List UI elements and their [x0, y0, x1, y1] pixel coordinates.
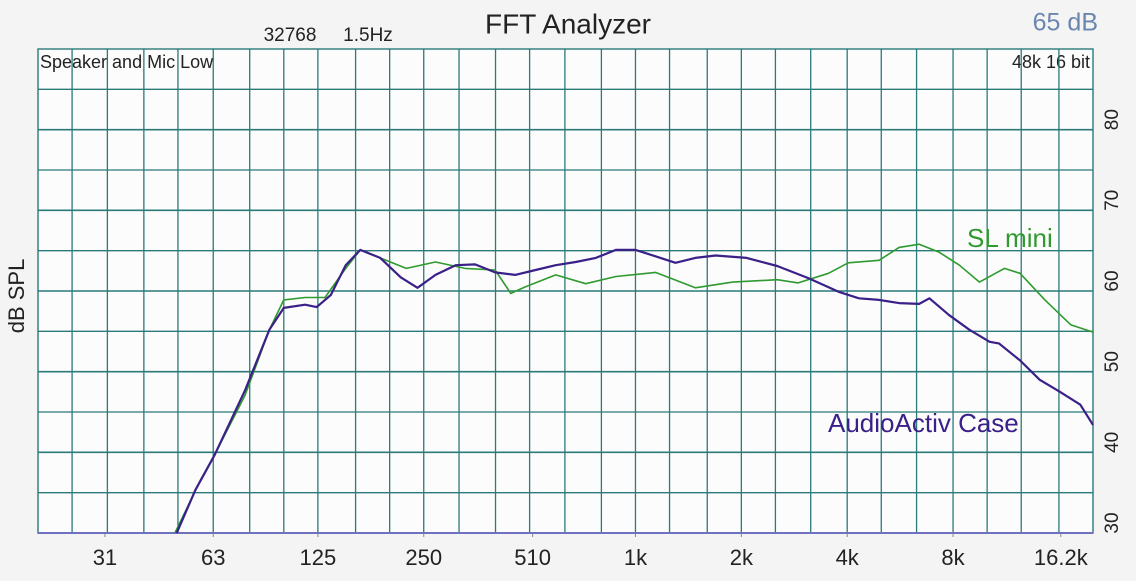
fft-size: 32768 [264, 25, 317, 46]
x-tick-label: 8k [941, 545, 965, 570]
x-tick-label: 31 [93, 545, 117, 570]
y-axis-label: dB SPL [4, 259, 29, 334]
series-line [175, 248, 1094, 534]
x-tick-label: 63 [201, 545, 225, 570]
series-label: SL mini [967, 223, 1053, 253]
y-tick-label: 30 [1102, 512, 1123, 533]
x-tick-label: 510 [514, 545, 551, 570]
resolution: 1.5Hz [343, 25, 393, 46]
y-tick-label: 50 [1102, 351, 1123, 372]
y-tick-label: 80 [1102, 109, 1123, 130]
format: 48k 16 bit [1012, 52, 1090, 72]
x-tick-label: 16.2k [1034, 545, 1089, 570]
y-tick-label: 70 [1102, 190, 1123, 211]
x-tick-label: 250 [405, 545, 442, 570]
x-tick-label: 125 [300, 545, 337, 570]
x-tick-label: 4k [836, 545, 860, 570]
x-tick-label: 2k [730, 545, 754, 570]
y-tick-label: 60 [1102, 270, 1123, 291]
subtitle: Speaker and Mic Low [40, 52, 214, 72]
y-tick-label: 40 [1102, 432, 1123, 453]
series-line [174, 243, 1094, 534]
x-tick-label: 1k [624, 545, 648, 570]
level: 65 dB [1033, 9, 1098, 37]
series-label: AudioActiv Case [828, 408, 1019, 438]
chart-title: FFT Analyzer [485, 8, 651, 39]
